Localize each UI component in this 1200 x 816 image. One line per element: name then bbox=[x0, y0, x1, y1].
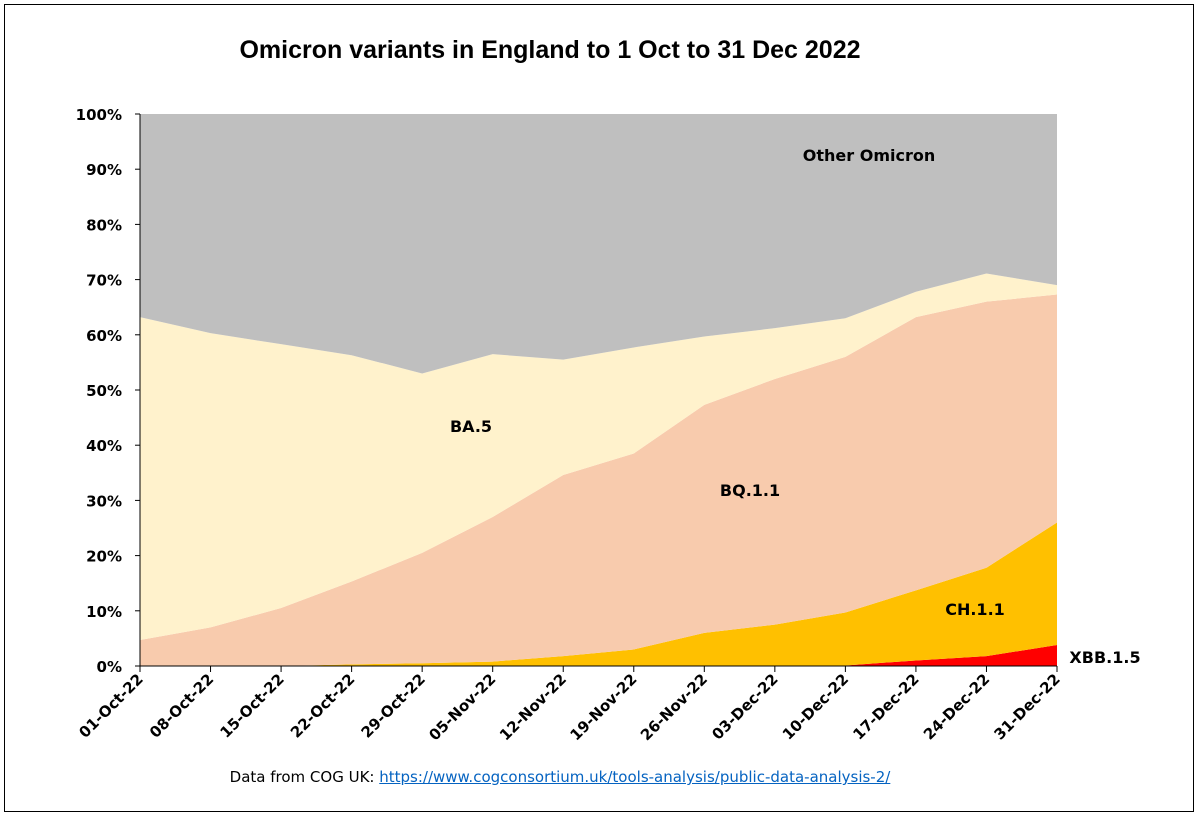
chart-frame bbox=[4, 4, 1194, 812]
y-tick-label: 10% bbox=[86, 603, 122, 621]
area-other-omicron bbox=[140, 114, 1057, 374]
x-tick-label: 03-Dec-22 bbox=[708, 670, 781, 743]
chart-title: Omicron variants in England to 1 Oct to … bbox=[239, 36, 860, 64]
x-tick-label: 17-Dec-22 bbox=[849, 670, 922, 743]
series-label: Other Omicron bbox=[803, 146, 935, 165]
x-tick-label: 15-Oct-22 bbox=[216, 670, 287, 741]
x-tick-label: 10-Dec-22 bbox=[779, 670, 852, 743]
y-tick-label: 30% bbox=[86, 492, 122, 510]
x-tick-label: 01-Oct-22 bbox=[75, 670, 146, 741]
y-tick-label: 70% bbox=[86, 272, 122, 290]
series-label: XBB.1.5 bbox=[1069, 648, 1140, 667]
y-tick-label: 0% bbox=[97, 658, 122, 676]
area-ba-5 bbox=[140, 273, 1057, 641]
area-bq-1-1 bbox=[140, 294, 1057, 666]
series-label: BQ.1.1 bbox=[720, 481, 780, 500]
x-tick-label: 08-Oct-22 bbox=[146, 670, 217, 741]
y-tick-label: 20% bbox=[86, 548, 122, 566]
y-tick-label: 40% bbox=[86, 437, 122, 455]
source-prefix: Data from COG UK: bbox=[229, 768, 380, 786]
x-tick-label: 31-Dec-22 bbox=[990, 670, 1063, 743]
series-label: BA.5 bbox=[450, 417, 492, 436]
y-tick-label: 90% bbox=[86, 161, 122, 179]
x-tick-label: 29-Oct-22 bbox=[358, 670, 429, 741]
x-tick-label: 05-Nov-22 bbox=[425, 670, 499, 744]
x-tick-label: 12-Nov-22 bbox=[496, 670, 570, 744]
y-tick-label: 80% bbox=[86, 216, 122, 234]
x-tick-label: 22-Oct-22 bbox=[287, 670, 358, 741]
y-tick-label: 100% bbox=[76, 106, 122, 124]
area-ch-1-1 bbox=[140, 522, 1057, 666]
y-tick-label: 50% bbox=[86, 382, 122, 400]
y-tick-label: 60% bbox=[86, 327, 122, 345]
area-xbb-1-5 bbox=[140, 645, 1057, 666]
series-label: CH.1.1 bbox=[945, 600, 1005, 619]
source-link[interactable]: https://www.cogconsortium.uk/tools-analy… bbox=[379, 768, 891, 786]
x-tick-label: 26-Nov-22 bbox=[637, 670, 711, 744]
x-tick-label: 24-Dec-22 bbox=[920, 670, 993, 743]
x-tick-label: 19-Nov-22 bbox=[566, 670, 640, 744]
source-note: Data from COG UK: https://www.cogconsort… bbox=[0, 768, 1120, 786]
